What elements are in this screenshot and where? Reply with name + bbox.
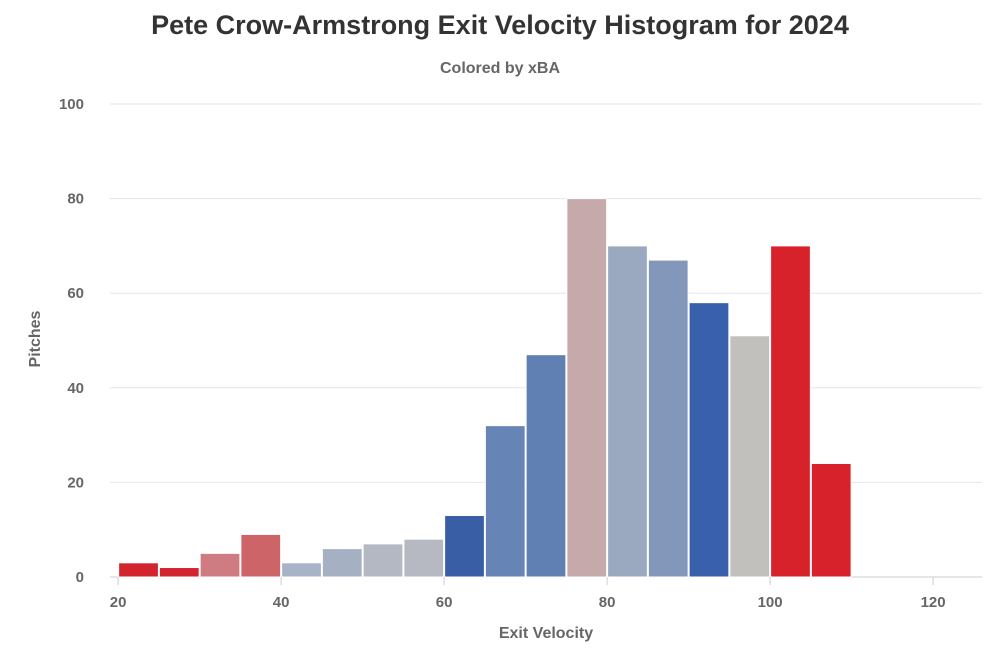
y-tick-label: 100 — [59, 96, 84, 113]
histogram-bars — [118, 198, 852, 578]
chart-subtitle: Colored by xBA — [439, 60, 560, 77]
histogram-bar[interactable] — [607, 245, 648, 578]
x-tick-label: 40 — [273, 594, 290, 611]
histogram-bar[interactable] — [484, 425, 526, 578]
x-tick-label: 80 — [599, 594, 616, 611]
histogram-bar[interactable] — [647, 259, 689, 578]
y-axis-label: Pitches — [27, 310, 44, 367]
histogram-bar[interactable] — [444, 515, 485, 578]
histogram-bar[interactable] — [688, 302, 730, 578]
histogram-bar[interactable] — [158, 567, 200, 578]
histogram-bar[interactable] — [240, 533, 282, 578]
y-axis-ticks: 0 20 40 60 80 100 — [59, 96, 84, 586]
histogram-bar[interactable] — [118, 562, 159, 578]
x-tick-label: 60 — [436, 594, 453, 611]
histogram-bar[interactable] — [770, 245, 811, 578]
histogram-bar[interactable] — [810, 462, 852, 578]
histogram-bar[interactable] — [729, 335, 771, 578]
histogram-bar[interactable] — [403, 538, 445, 578]
y-tick-label: 60 — [67, 285, 84, 302]
histogram-bar[interactable] — [199, 552, 241, 578]
y-tick-label: 20 — [67, 474, 84, 491]
x-tick-label: 20 — [110, 594, 127, 611]
x-tick-label: 120 — [921, 594, 946, 611]
histogram-bar[interactable] — [362, 543, 404, 578]
x-axis-label: Exit Velocity — [499, 625, 593, 642]
x-axis-ticks: 20 40 60 80 100 120 — [110, 577, 946, 611]
histogram-bar[interactable] — [321, 548, 363, 578]
histogram-bar[interactable] — [281, 562, 322, 578]
y-tick-label: 80 — [67, 191, 84, 208]
chart-title: Pete Crow-Armstrong Exit Velocity Histog… — [151, 10, 849, 40]
y-tick-label: 0 — [76, 569, 84, 586]
histogram-bar[interactable] — [566, 198, 608, 578]
x-tick-label: 100 — [758, 594, 783, 611]
y-tick-label: 40 — [67, 380, 84, 397]
histogram-bar[interactable] — [525, 354, 567, 578]
